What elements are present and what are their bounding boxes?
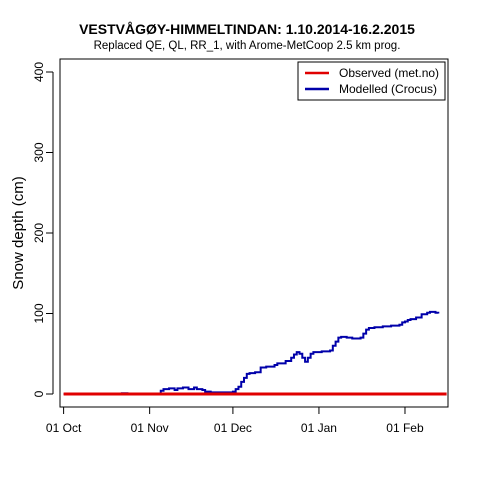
x-axis: 01 Oct 01 Nov 01 Dec 01 Jan 01 Feb	[46, 407, 424, 435]
x-tick-label: 01 Feb	[386, 421, 424, 435]
chart-subtitle: Replaced QE, QL, RR_1, with Arome-MetCoo…	[94, 40, 401, 52]
legend: Observed (met.no) Modelled (Crocus)	[298, 62, 445, 100]
x-tick-label: 01 Jan	[301, 421, 337, 435]
series-modelled-line	[64, 312, 439, 394]
x-tick-label: 01 Nov	[131, 421, 169, 435]
y-tick-label: 400	[32, 62, 46, 82]
chart-title: VESTVÅGØY-HIMMELTINDAN: 1.10.2014-16.2.2…	[79, 21, 415, 37]
x-tick-label: 01 Dec	[214, 421, 252, 435]
y-tick-label: 100	[32, 303, 46, 323]
legend-label-observed: Observed (met.no)	[339, 66, 439, 80]
legend-label-modelled: Modelled (Crocus)	[339, 82, 437, 96]
y-tick-label: 200	[32, 223, 46, 243]
y-axis-label: Snow depth (cm)	[10, 176, 27, 289]
y-tick-label: 300	[32, 142, 46, 162]
series-layer	[64, 312, 447, 394]
x-tick-label: 01 Oct	[46, 421, 82, 435]
y-axis: 0 100 200 300 400	[32, 62, 53, 398]
plot-area-frame	[60, 59, 448, 407]
y-tick-label: 0	[32, 390, 46, 397]
